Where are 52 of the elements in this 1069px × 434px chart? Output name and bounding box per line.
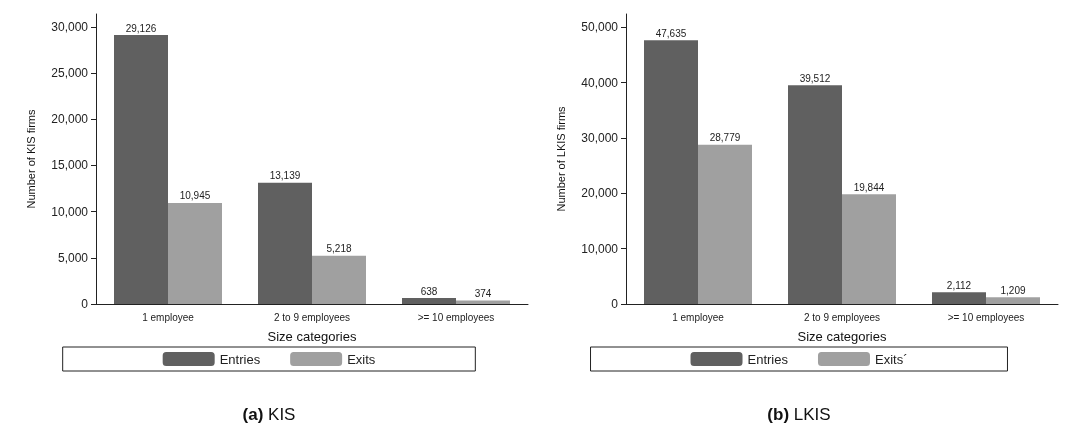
y-tick-label: 5,000 — [57, 250, 89, 265]
x-tick-label: 1 employee — [672, 311, 725, 323]
y-tick-label: 30,000 — [51, 19, 89, 34]
y-tick-label: 10,000 — [581, 241, 619, 256]
y-tick-label: 30,000 — [581, 130, 619, 145]
bar — [402, 298, 456, 304]
y-axis-title: Number of KIS firms — [24, 108, 37, 209]
legend-label: Entries — [747, 351, 789, 367]
x-axis-title: Size categories — [267, 329, 357, 344]
data-label: 19,844 — [853, 181, 885, 193]
data-label: 5,218 — [326, 243, 352, 255]
data-label: 10,945 — [179, 190, 211, 202]
legend-label: Exits — [347, 351, 376, 367]
y-tick-label: 0 — [611, 297, 619, 311]
data-label: 638 — [420, 285, 438, 297]
x-tick-label: >= 10 employees — [417, 311, 495, 323]
data-label: 28,779 — [709, 132, 741, 144]
bar — [258, 182, 312, 304]
bar — [842, 194, 896, 304]
legend-label: Entries — [219, 351, 261, 367]
data-label: 2,112 — [946, 279, 972, 291]
y-tick-label: 40,000 — [581, 75, 619, 90]
bar — [312, 255, 366, 304]
bar — [788, 85, 842, 304]
data-label: 1,209 — [1000, 284, 1026, 296]
bar — [986, 297, 1040, 304]
y-axis-title: Number of LKIS firms — [554, 105, 567, 212]
data-label: 374 — [474, 288, 492, 300]
y-tick-label: 25,000 — [51, 66, 89, 81]
data-label: 47,635 — [655, 27, 687, 39]
x-tick-label: 1 employee — [142, 311, 195, 323]
data-label: 39,512 — [799, 72, 831, 84]
bar — [698, 144, 752, 304]
text: (b) LKIS — [767, 405, 831, 424]
y-tick-label: 10,000 — [51, 204, 89, 219]
data-label: 13,139 — [269, 170, 301, 182]
bar — [932, 292, 986, 304]
x-tick-label: 2 to 9 employees — [803, 311, 881, 323]
x-tick-label: 2 to 9 employees — [273, 311, 351, 323]
y-tick-label: 15,000 — [51, 158, 89, 173]
x-axis-title: Size categories — [797, 329, 887, 344]
y-tick-label: 20,000 — [51, 112, 89, 127]
data-label: 29,126 — [125, 22, 157, 34]
text: (a) KIS — [242, 405, 296, 424]
y-tick-label: 0 — [81, 297, 89, 311]
bar — [644, 40, 698, 304]
y-tick-label: 20,000 — [581, 186, 619, 201]
y-tick-label: 50,000 — [581, 20, 619, 35]
bar — [168, 202, 222, 304]
legend-label: Exits´ — [874, 351, 908, 367]
bar — [114, 35, 168, 304]
x-tick-label: >= 10 employees — [947, 311, 1025, 323]
